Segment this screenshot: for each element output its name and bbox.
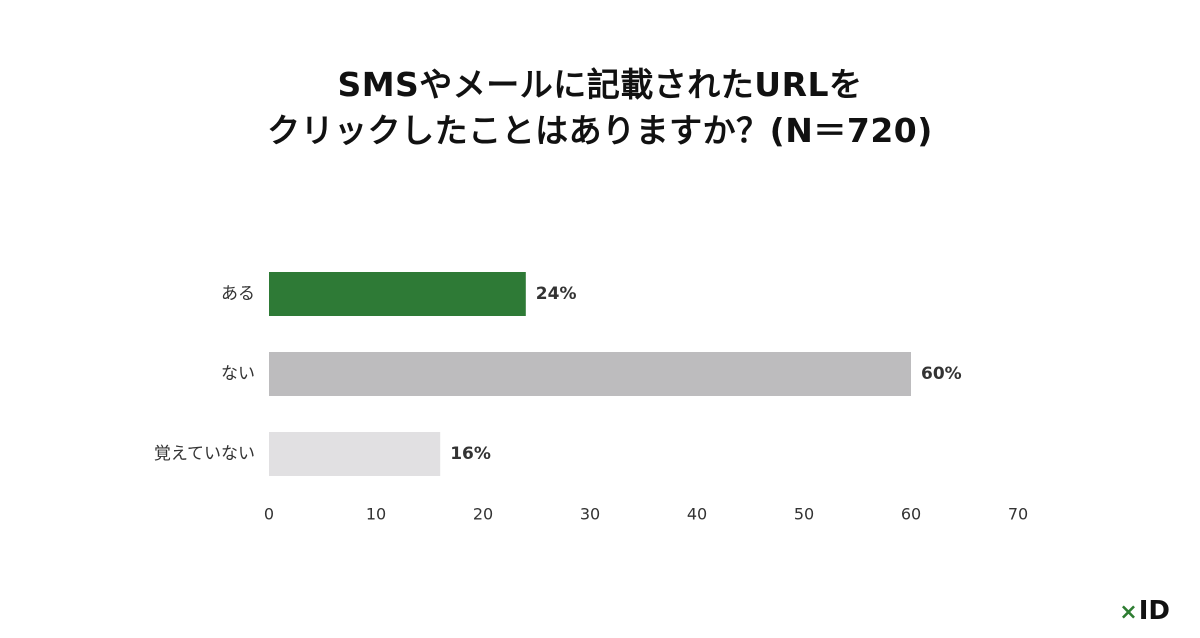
value-label: 60% xyxy=(921,364,962,384)
logo-text: ID xyxy=(1138,596,1170,626)
x-tick-label: 20 xyxy=(473,505,493,524)
chart-title-line-2: クリックしたことはありますか？(N＝720) xyxy=(267,111,933,150)
brand-logo: ×ID xyxy=(1119,596,1170,626)
category-label: ない xyxy=(221,364,255,384)
category-label: ある xyxy=(221,284,255,304)
bar-1 xyxy=(269,352,911,396)
logo-mark-icon: × xyxy=(1119,600,1138,625)
x-tick-label: 60 xyxy=(901,505,921,524)
bar-0 xyxy=(269,272,526,316)
x-tick-label: 0 xyxy=(264,505,274,524)
category-label: 覚えていない xyxy=(154,444,255,464)
x-tick-label: 10 xyxy=(366,505,386,524)
bar-2 xyxy=(269,432,441,476)
x-tick-label: 70 xyxy=(1008,505,1028,524)
value-label: 24% xyxy=(536,284,577,304)
x-tick-label: 40 xyxy=(687,505,707,524)
chart-title: SMSやメールに記載されたURLを クリックしたことはありますか？(N＝720) xyxy=(0,62,1200,154)
x-tick-label: 50 xyxy=(794,505,814,524)
value-label: 16% xyxy=(450,444,491,464)
x-tick-label: 30 xyxy=(580,505,600,524)
chart-title-line-1: SMSやメールに記載されたURLを xyxy=(337,65,863,104)
